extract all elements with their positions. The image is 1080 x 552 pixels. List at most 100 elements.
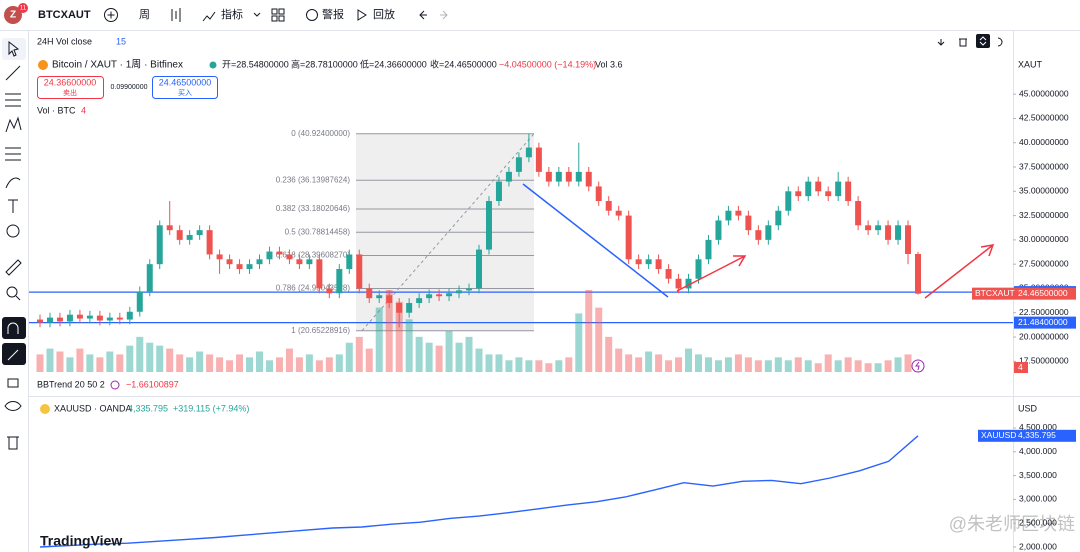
alerts[interactable]: 警报 xyxy=(322,7,344,21)
legend-change: −4.04500000 (−14.19%) xyxy=(499,59,596,69)
price-tag-label: 21.48400000 xyxy=(1018,317,1068,327)
projection-tool[interactable] xyxy=(5,147,21,161)
candle-body xyxy=(146,264,153,292)
trend-tool[interactable] xyxy=(5,65,21,81)
alert-icon xyxy=(306,9,318,21)
text-tool[interactable] xyxy=(8,199,18,213)
bbtrend-icon xyxy=(110,380,120,390)
trend-line[interactable] xyxy=(522,183,669,298)
candle-body xyxy=(396,303,403,313)
volume-bar xyxy=(585,290,593,372)
volume-bars xyxy=(36,290,922,372)
last-price-label: 4,335.795 xyxy=(1018,430,1056,440)
candle-body xyxy=(286,254,293,260)
interval[interactable]: 周 xyxy=(139,8,150,21)
sell-button[interactable] xyxy=(37,76,104,99)
candle-body xyxy=(316,259,323,289)
candle-body xyxy=(825,191,832,197)
bbtrend-value: −1.66100897 xyxy=(126,379,179,389)
hide-tool[interactable] xyxy=(4,401,22,411)
lock-tool[interactable] xyxy=(7,378,19,388)
delete-tool[interactable] xyxy=(7,436,19,450)
redo[interactable] xyxy=(440,10,448,20)
bbtrend-name: BBTrend 20 50 2 xyxy=(37,379,105,389)
candle-body xyxy=(795,191,802,197)
volume-bar xyxy=(136,336,144,372)
brush-tool[interactable] xyxy=(5,177,21,189)
candle-body xyxy=(645,259,652,265)
candle-body xyxy=(366,288,373,299)
volume-bar xyxy=(335,354,343,372)
dropdown[interactable] xyxy=(253,12,261,17)
fib-tool[interactable] xyxy=(5,93,21,107)
volume-bar xyxy=(714,360,722,372)
maximize[interactable] xyxy=(976,34,990,48)
arrow[interactable] xyxy=(676,255,747,292)
candle-body xyxy=(96,315,103,321)
volume-bar xyxy=(285,348,293,372)
pattern-tool[interactable] xyxy=(5,116,22,133)
candle-body xyxy=(326,288,333,294)
volume-bar xyxy=(774,357,782,372)
volume-value: 4 xyxy=(81,105,86,115)
volume-bar xyxy=(295,357,303,372)
y-tick-label: 40.00000000 xyxy=(1019,137,1069,147)
replay[interactable]: 回放 xyxy=(373,7,395,21)
volume-bar xyxy=(116,354,124,372)
candle-body xyxy=(136,291,143,312)
candle-body xyxy=(116,317,123,320)
volume-bar xyxy=(355,336,363,372)
candle-body xyxy=(725,210,732,221)
countdown-bg xyxy=(1014,362,1028,373)
delete-pane[interactable] xyxy=(959,38,967,47)
candle-body xyxy=(615,210,622,216)
ruler-tool[interactable] xyxy=(5,259,22,276)
y-tick-label: 32.50000000 xyxy=(1019,210,1069,220)
volume-bar xyxy=(435,345,443,372)
undo[interactable] xyxy=(419,10,427,20)
volume-bar xyxy=(844,357,852,372)
volume-bar xyxy=(226,360,234,372)
chart-type-icon[interactable] xyxy=(171,8,181,22)
indicators[interactable]: 指标 xyxy=(221,7,243,21)
last-price-tag xyxy=(978,429,1076,442)
volume-bar xyxy=(385,290,393,372)
candle-body xyxy=(246,264,253,270)
candle-body xyxy=(855,201,862,226)
candle-body xyxy=(905,225,912,254)
volume-bar xyxy=(754,360,762,372)
more[interactable] xyxy=(997,37,1003,47)
layout-icon[interactable] xyxy=(271,8,278,15)
candle-body xyxy=(346,254,353,270)
countdown: 4 xyxy=(1018,362,1023,372)
volume-bar xyxy=(894,357,902,372)
magnet-bg[interactable] xyxy=(2,317,26,339)
volume-bar xyxy=(375,307,383,372)
volume-bar xyxy=(485,354,493,372)
last-price-label: 24.46500000 xyxy=(1018,288,1068,298)
axis-label: XAUT xyxy=(1018,59,1043,69)
replay-icon xyxy=(357,9,367,21)
indicator-name: 24H Vol close xyxy=(37,36,92,46)
avatar[interactable] xyxy=(4,6,22,24)
symbol[interactable]: BTCXAUT xyxy=(38,9,91,21)
candle-body xyxy=(126,311,133,320)
volume-bar xyxy=(784,360,792,372)
volume-bar xyxy=(236,354,244,372)
add-symbol[interactable] xyxy=(104,8,118,22)
volume-bar xyxy=(156,345,164,372)
layout-icon xyxy=(278,15,285,22)
cursor-tool[interactable] xyxy=(8,40,20,57)
arrow[interactable] xyxy=(924,244,995,299)
zoom-tool[interactable] xyxy=(6,286,18,298)
y-tick-label: 20.00000000 xyxy=(1019,331,1069,341)
buy-button[interactable] xyxy=(152,76,218,99)
candle-body xyxy=(785,191,792,211)
candle-body xyxy=(805,181,812,197)
sidebar xyxy=(2,38,26,450)
emoji-tool[interactable] xyxy=(6,224,20,238)
magnet-tool xyxy=(7,322,19,334)
move-down[interactable] xyxy=(937,39,945,46)
fib-label: 0.236 (36.13987624) xyxy=(276,175,351,184)
